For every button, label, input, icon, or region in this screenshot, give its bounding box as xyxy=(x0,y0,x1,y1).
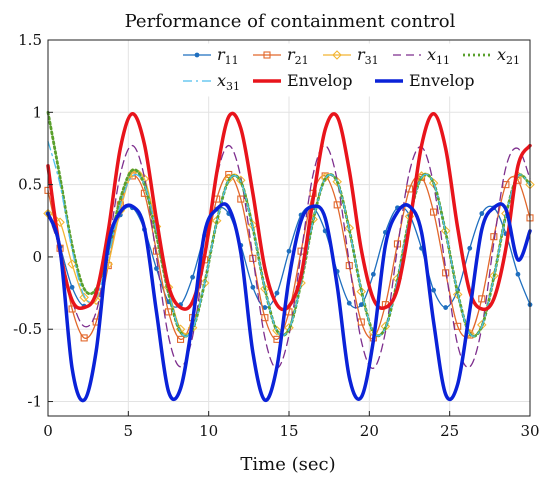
y-tick-label: -1 xyxy=(27,393,42,411)
y-tick-label: 1.5 xyxy=(18,31,42,49)
legend-marker xyxy=(332,50,342,60)
legend-item: Envelop xyxy=(253,71,352,90)
data-point xyxy=(443,305,449,310)
data-point xyxy=(286,248,292,254)
data-point xyxy=(274,290,280,296)
legend-label: x31 xyxy=(217,71,240,93)
y-tick-label: 1 xyxy=(32,103,42,121)
legend-item: x11 xyxy=(393,45,450,67)
x-tick-label: 20 xyxy=(360,422,379,440)
data-point xyxy=(79,292,89,303)
legend-label: Envelop xyxy=(287,71,352,90)
legend-item: r21 xyxy=(253,45,309,67)
legend-marker xyxy=(263,51,271,59)
data-point xyxy=(262,305,268,310)
data-point xyxy=(478,295,486,303)
x-tick-label: 10 xyxy=(199,422,218,440)
legend-label: r31 xyxy=(357,45,379,67)
data-point xyxy=(346,300,352,306)
legend-item: r31 xyxy=(323,45,379,67)
legend-item: x31 xyxy=(183,71,240,93)
data-point xyxy=(479,211,485,216)
series-line xyxy=(47,140,531,337)
series-x31-5 xyxy=(47,140,531,337)
data-point xyxy=(380,321,391,332)
data-point xyxy=(69,284,75,290)
x-tick-label: 5 xyxy=(124,422,134,440)
data-point xyxy=(55,217,65,227)
legend-item: Envelop xyxy=(375,71,474,90)
data-point xyxy=(431,287,436,293)
data-point xyxy=(127,168,138,178)
x-axis-label: Time (sec) xyxy=(240,454,335,475)
data-point xyxy=(164,308,173,316)
data-point xyxy=(190,274,196,280)
data-point xyxy=(405,185,414,193)
series-line xyxy=(46,202,532,403)
data-point xyxy=(490,233,498,241)
data-point xyxy=(237,195,245,203)
data-point xyxy=(80,334,88,342)
data-point xyxy=(333,201,341,209)
axis-ticks: 0 5 10 15 20 25 30 -1 -0.5 0 0.5 1 1.5 xyxy=(13,31,539,440)
y-tick-label: 0 xyxy=(32,248,42,266)
series-envelop-6 xyxy=(46,111,532,312)
x-tick-label: 15 xyxy=(279,422,298,440)
chart-title: Performance of containment control xyxy=(125,11,456,32)
x-tick-label: 30 xyxy=(520,422,539,440)
y-tick-label: -0.5 xyxy=(13,320,42,338)
series-line xyxy=(46,111,532,312)
data-point xyxy=(261,314,269,322)
series-envelop-7 xyxy=(46,202,532,403)
data-point xyxy=(332,176,342,187)
legend-item: r11 xyxy=(183,45,239,67)
y-tick-label: 0.5 xyxy=(18,176,42,194)
data-point xyxy=(357,318,365,326)
data-point xyxy=(177,335,185,343)
legend: r11 r21 r31 x11 x21 x31 Envelop Envelop xyxy=(175,43,529,97)
data-point xyxy=(515,271,521,277)
legend-label: x21 xyxy=(497,45,520,67)
series-line xyxy=(47,144,531,369)
data-point xyxy=(370,271,376,277)
data-point xyxy=(250,284,256,290)
data-point xyxy=(430,208,438,216)
legend-label: Envelop xyxy=(409,71,474,90)
data-point xyxy=(467,245,473,251)
x-tick-label: 25 xyxy=(440,422,459,440)
legend-label: r11 xyxy=(217,45,239,67)
legend-label: x11 xyxy=(427,45,450,67)
legend-item: x21 xyxy=(463,45,520,67)
legend-marker xyxy=(194,52,200,58)
data-point xyxy=(154,266,159,271)
data-point xyxy=(358,302,364,308)
x-tick-label: 0 xyxy=(43,422,53,440)
series-x11-3 xyxy=(47,144,531,369)
legend-label: r21 xyxy=(287,45,309,67)
legend-box xyxy=(175,43,529,97)
data-point xyxy=(272,325,282,336)
